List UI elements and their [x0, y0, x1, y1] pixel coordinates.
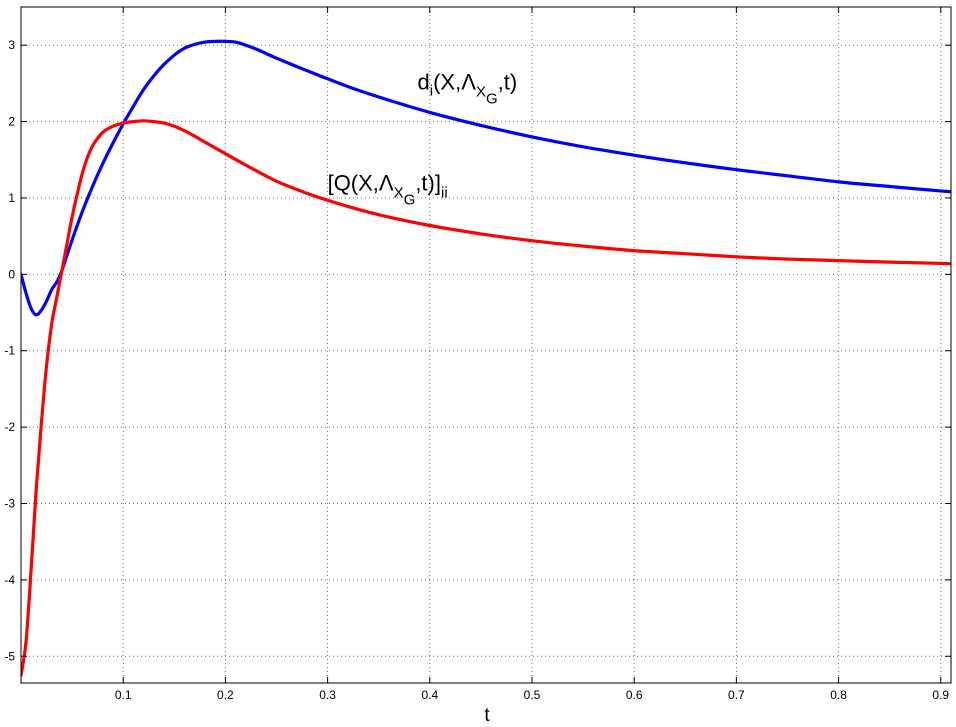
annotation-q-sub: ii: [441, 184, 448, 201]
grid: [21, 7, 951, 683]
annotation-q: [Q(X,ΛXG,t)]ii: [328, 170, 448, 208]
annotation-d-tail: ,t): [498, 69, 518, 94]
x-tick-label: 0.7: [728, 688, 745, 702]
y-tick-label: 3: [8, 38, 15, 52]
y-tick-label: 1: [8, 191, 15, 205]
annotation-d-paren: (X,: [433, 69, 461, 94]
annotation-q-lambda: Λ: [379, 170, 394, 195]
y-tick-label: 0: [8, 267, 15, 281]
x-tick-label: 0.8: [830, 688, 847, 702]
y-tick-label: -4: [4, 573, 15, 587]
x-tick-label: 0.1: [115, 688, 132, 702]
series-layer: [21, 39, 951, 677]
series-line-red: [21, 119, 951, 677]
series-line-blue: [21, 39, 951, 317]
x-tick-label: 0.2: [217, 688, 234, 702]
annotation-d-lambda-subsub: G: [486, 90, 498, 107]
annotation-d-lambda: Λ: [461, 69, 476, 94]
y-tick-label: -1: [4, 344, 15, 358]
annotation-d-lambda-sub: X: [476, 83, 486, 100]
annotation-d-sub: i: [430, 82, 433, 99]
ticks: [21, 7, 951, 683]
plot-frame: [20, 6, 952, 684]
x-axis-label: t: [484, 705, 490, 726]
x-tick-label: 0.4: [421, 688, 438, 702]
x-tick-label: 0.3: [319, 688, 336, 702]
annotation-d-main: d: [418, 69, 430, 94]
annotation-d: di(X,ΛXG,t): [418, 69, 518, 107]
annotation-q-lambda-sub: X: [394, 184, 404, 201]
annotation-q-tail: ,t)]: [415, 170, 441, 195]
x-tick-label: 0.5: [524, 688, 541, 702]
y-tick-label: 2: [8, 115, 15, 129]
y-tick-label: -2: [4, 420, 15, 434]
annotation-q-open: [Q(X,: [328, 170, 379, 195]
annotation-q-lambda-subsub: G: [404, 191, 416, 208]
x-tick-label: 0.9: [932, 688, 949, 702]
tick-labels: 0.1 0.2 0.3 0.4 0.5 0.6 0.7 0.8 0.9 -5 -4 -3 -2 -1 0 1 2…: [4, 38, 949, 702]
x-tick-label: 0.6: [626, 688, 643, 702]
y-tick-label: -5: [4, 649, 15, 663]
y-tick-label: -3: [4, 496, 15, 510]
